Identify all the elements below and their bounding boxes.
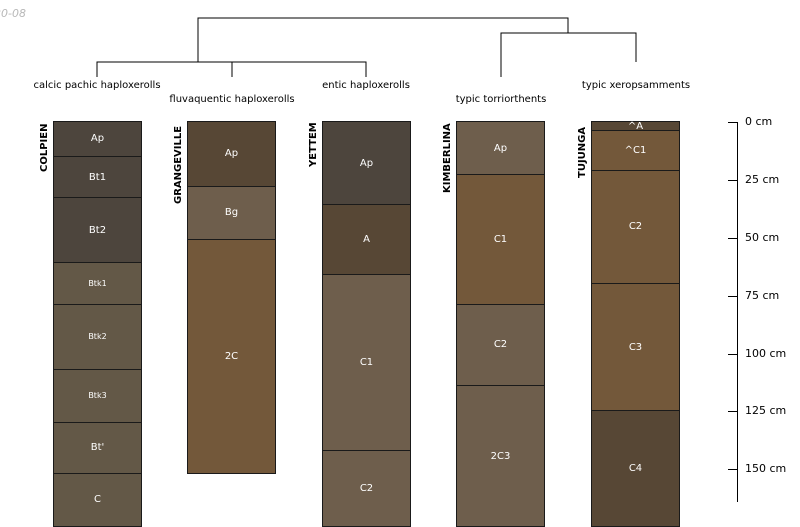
dendrogram-branch <box>500 32 637 77</box>
horizon-c3: C3 <box>591 283 680 412</box>
horizon-c1: C1 <box>456 174 545 305</box>
date-stamp: 20-08 <box>0 7 26 20</box>
dendrogram <box>96 17 637 77</box>
taxon-label-kimberlina: typic torriorthents <box>455 94 547 105</box>
horizon-c1: ^C1 <box>591 130 680 171</box>
horizon-c1: C1 <box>322 273 411 451</box>
depth-tick <box>728 469 738 471</box>
depth-tick-label: 150 cm <box>745 462 787 476</box>
horizon-c2: C2 <box>591 169 680 285</box>
depth-tick <box>728 179 738 181</box>
horizon-btk2: Btk2 <box>53 303 142 370</box>
depth-tick-label: 75 cm <box>745 288 780 302</box>
horizon-ap: Ap <box>53 121 142 157</box>
horizon-c2: C2 <box>456 303 545 386</box>
profile-tujunga: ^A ^C1 C2 C3 C4 <box>591 121 680 527</box>
profile-name-tujunga: TUJUNGA <box>577 126 588 178</box>
depth-tick <box>728 353 738 355</box>
profile-grangeville: Ap Bg 2C <box>187 121 276 502</box>
taxon-label-colpien: calcic pachic haploxerolls <box>33 80 161 91</box>
horizon-bt: Bt' <box>53 421 142 474</box>
profile-name-colpien: COLPIEN <box>39 123 50 172</box>
depth-tick-label: 25 cm <box>745 172 780 186</box>
horizon-btk1: Btk1 <box>53 262 142 305</box>
horizon-bg: Bg <box>187 185 276 241</box>
horizon-bt1: Bt1 <box>53 155 142 199</box>
profile-name-kimberlina: KIMBERLINA <box>442 123 453 193</box>
depth-tick-label: 50 cm <box>745 230 780 244</box>
horizon-c2: C2 <box>322 449 411 527</box>
taxon-label-tujunga: typic xeropsamments <box>581 80 691 91</box>
dendrogram-branch <box>197 17 569 62</box>
horizon-ap: Ap <box>187 121 276 187</box>
depth-axis-line <box>737 122 738 502</box>
profile-name-grangeville: GRANGEVILLE <box>173 125 184 204</box>
depth-tick-label: 0 cm <box>745 115 773 128</box>
profile-name-yettem: YETTEM <box>308 122 319 167</box>
horizon-2c: 2C <box>187 239 276 474</box>
horizon-btk3: Btk3 <box>53 368 142 423</box>
horizon-ap: Ap <box>322 121 411 206</box>
profile-yettem: Ap A C1 C2 <box>322 121 411 527</box>
horizon-bt2: Bt2 <box>53 197 142 264</box>
depth-tick-label: 100 cm <box>745 346 787 360</box>
depth-tick-label: 125 cm <box>745 404 787 418</box>
taxon-label-grangeville: fluvaquentic haploxerolls <box>169 94 295 105</box>
horizon-a: A <box>322 204 411 275</box>
depth-tick <box>728 122 738 123</box>
profile-colpien: Ap Bt1 Bt2 Btk1 Btk2 Btk3 Bt' C <box>53 121 142 527</box>
horizon-ap: Ap <box>456 121 545 176</box>
depth-tick <box>728 411 738 413</box>
profile-kimberlina: Ap C1 C2 2C3 <box>456 121 545 527</box>
horizon-c4: C4 <box>591 410 680 527</box>
depth-tick <box>728 295 738 297</box>
horizon-2c3: 2C3 <box>456 384 545 527</box>
depth-tick <box>728 237 738 239</box>
taxon-label-yettem: entic haploxerolls <box>322 80 410 91</box>
